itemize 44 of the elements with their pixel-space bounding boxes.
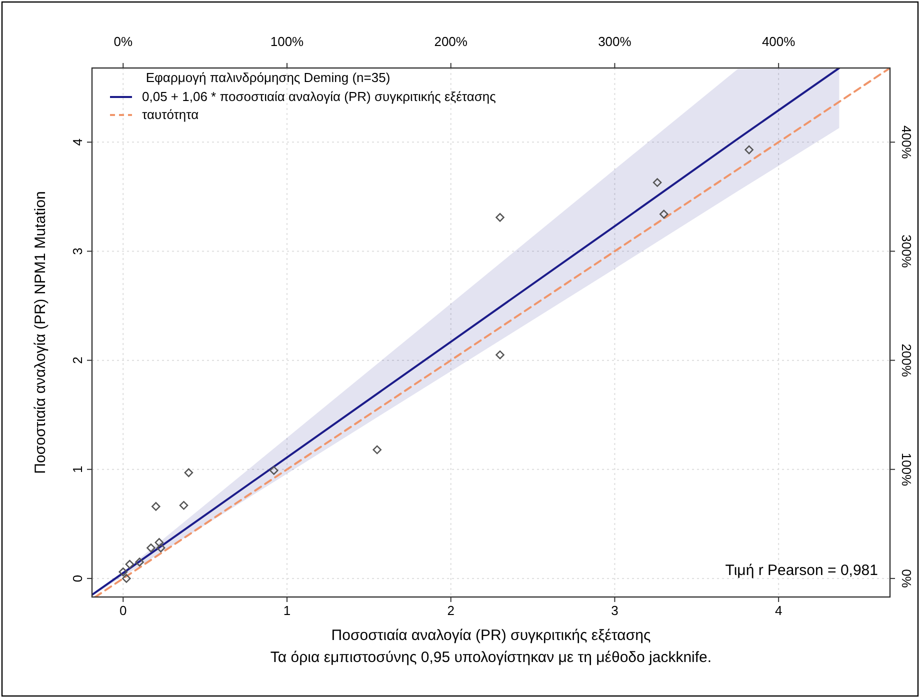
point bbox=[372, 445, 382, 454]
point bbox=[146, 544, 156, 552]
legend-label: ταυτότητα bbox=[142, 107, 200, 122]
y-tick-label: 4 bbox=[70, 138, 85, 146]
x2-tick-label: 300% bbox=[598, 34, 632, 49]
text: Τα όρια εμπιστοσύνης 0,95 υπολογίστηκαν με τη μέθοδο jackknife. bbox=[270, 649, 712, 666]
x-tick-label: 0 bbox=[120, 603, 127, 618]
x-axis-title: Ποσοστιαία αναλογία (PR) συγκριτικής εξέτασης bbox=[331, 627, 651, 644]
x2-tick-label: 400% bbox=[762, 34, 796, 49]
x-tick-label: 1 bbox=[283, 603, 291, 618]
point bbox=[184, 468, 194, 478]
point bbox=[179, 500, 188, 510]
point bbox=[156, 544, 166, 552]
y-tick-label: 2 bbox=[70, 356, 85, 364]
point bbox=[744, 145, 754, 154]
point bbox=[122, 574, 131, 583]
point bbox=[118, 568, 128, 576]
y-tick-label: 3 bbox=[70, 248, 85, 255]
y2-tick-label: 200% bbox=[899, 344, 914, 378]
annotation: Τιμή r Pearson = 0,981 bbox=[725, 562, 878, 579]
point bbox=[154, 538, 164, 547]
x-tick-label: 2 bbox=[447, 603, 454, 618]
point bbox=[269, 466, 278, 475]
x2-tick-label: 100% bbox=[270, 34, 304, 49]
point bbox=[135, 558, 144, 566]
y2-tick-label: 400% bbox=[899, 126, 914, 160]
x-tick-label: 3 bbox=[611, 603, 618, 618]
point bbox=[659, 210, 668, 219]
y-axis-title: Ποσοστιαία αναλογία (PR) NPM1 Mutation bbox=[32, 191, 49, 474]
x2-tick-label: 200% bbox=[434, 34, 468, 49]
legend-label: 0,05 + 1,06 * ποσοστιαία αναλογία (PR) συγκριτικής εξέτασης bbox=[142, 89, 496, 104]
y2-tick-label: 300% bbox=[899, 234, 914, 268]
point bbox=[496, 213, 504, 222]
point bbox=[652, 178, 662, 187]
x2-tick-label: 0% bbox=[114, 34, 133, 49]
y2-tick-label: 0% bbox=[899, 569, 914, 588]
point bbox=[125, 560, 134, 569]
legend-title: Εφαρμογή παλινδρόμησης Deming (n=35) bbox=[146, 70, 390, 85]
x-tick-label: 4 bbox=[774, 603, 782, 618]
y2-tick-label: 100% bbox=[899, 452, 914, 486]
y-tick-label: 0 bbox=[70, 574, 85, 582]
point bbox=[152, 502, 160, 511]
point bbox=[496, 350, 504, 360]
y-tick-label: 1 bbox=[70, 466, 85, 474]
